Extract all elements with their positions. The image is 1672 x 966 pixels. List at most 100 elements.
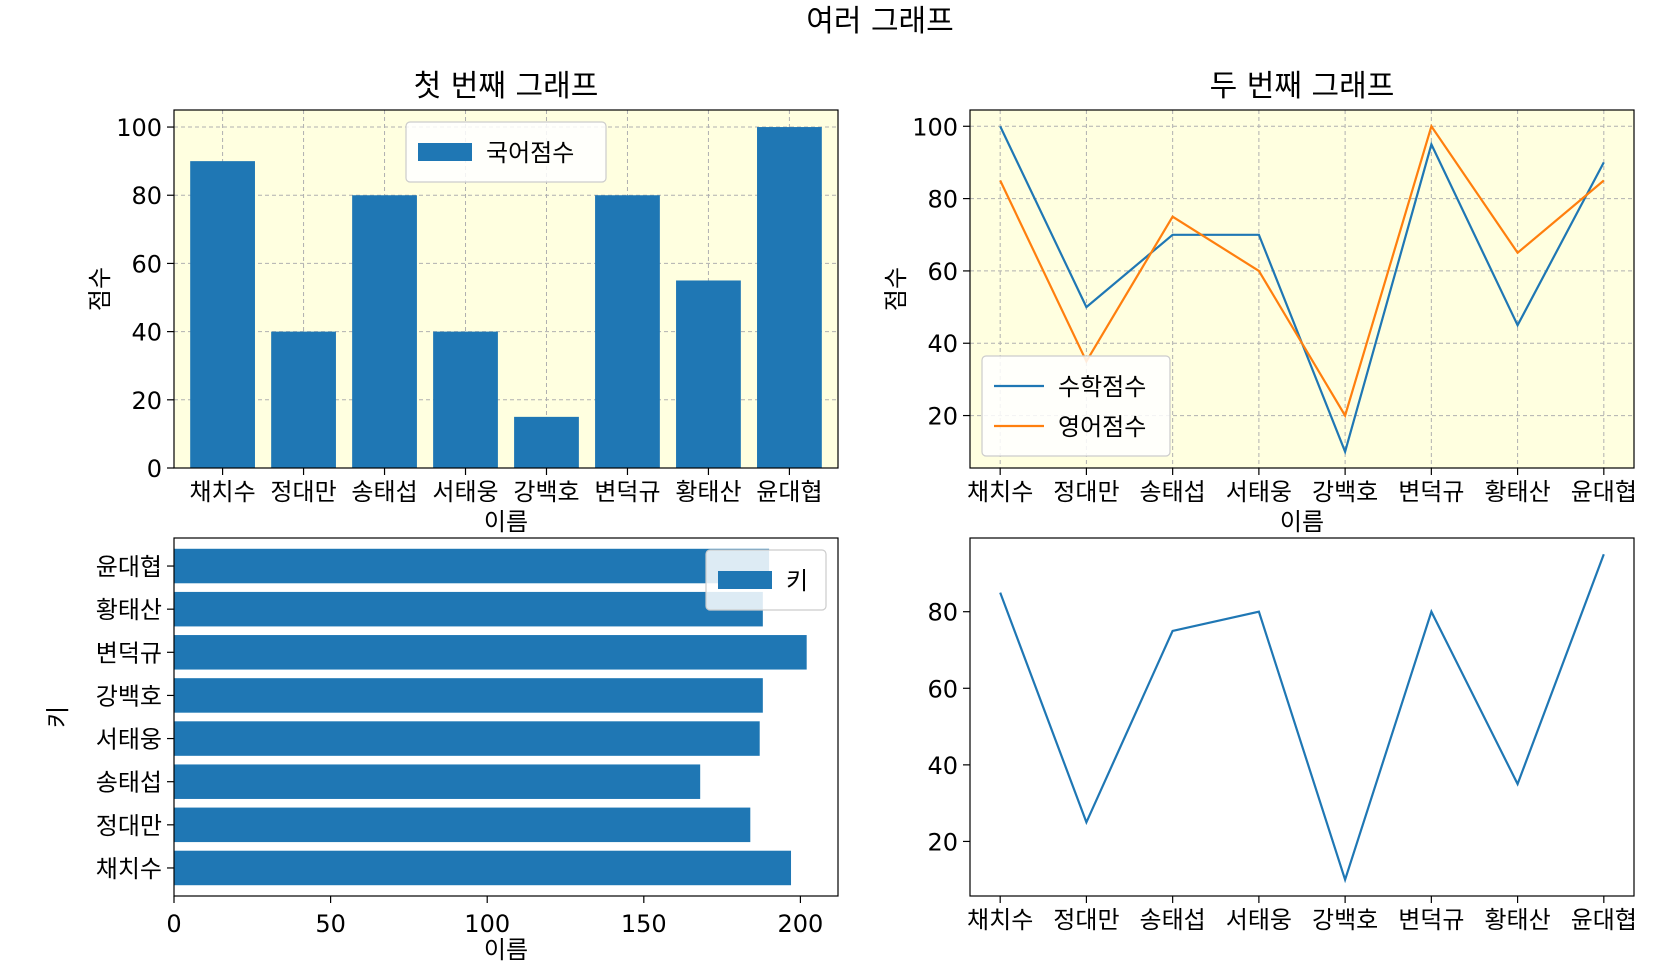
x-axis-label: 이름 <box>484 936 528 964</box>
bar <box>190 161 255 468</box>
x-tick-label: 채치수 <box>189 478 255 506</box>
x-axis-label: 이름 <box>484 508 528 536</box>
y-tick-label: 80 <box>927 599 958 627</box>
y-tick-label: 40 <box>131 319 162 347</box>
x-tick-label: 송태섭 <box>1140 906 1206 934</box>
chart-2: 채치수 정대만 송태섭 서태웅 강백호 변덕규 황태산 윤대협 20 40 60 80 100 두 번째 … <box>882 69 1637 536</box>
bar <box>174 807 751 843</box>
x-tick-label: 윤대협 <box>756 478 822 506</box>
y-tick-label: 20 <box>927 828 958 856</box>
x-tick-label: 황태산 <box>1484 478 1550 506</box>
chart-1: 채치수 정대만 송태섭 서태웅 강백호 변덕규 황태산 윤대협 0 20 40 60 80 100 첫 번째… <box>86 69 839 536</box>
y-tick-label: 40 <box>927 752 958 780</box>
legend-swatch <box>418 143 472 161</box>
bar <box>174 591 763 627</box>
bar <box>174 635 807 670</box>
bar <box>352 195 417 468</box>
x-tick-label: 200 <box>778 910 824 938</box>
y-tick-label: 60 <box>927 675 958 703</box>
legend: 키 <box>705 549 827 611</box>
x-tick-label: 150 <box>621 910 667 938</box>
bar <box>174 764 701 799</box>
x-tick-label: 황태산 <box>675 478 741 506</box>
series-line <box>999 123 1605 419</box>
y-axis-label: 점수 <box>86 267 114 311</box>
y-tick-label: 변덕규 <box>96 639 162 667</box>
legend-label: 키 <box>786 567 808 595</box>
y-tick-label: 100 <box>116 114 162 142</box>
y-tick-label: 60 <box>131 250 162 278</box>
x-tick-label: 강백호 <box>1312 478 1378 506</box>
y-tick-label: 60 <box>927 258 958 286</box>
bar <box>595 195 660 468</box>
axes-frame <box>969 537 1635 897</box>
y-tick-label: 40 <box>927 330 958 358</box>
y-tick-label: 황태산 <box>96 596 162 624</box>
x-tick-label: 송태섭 <box>1140 478 1206 506</box>
x-tick-label: 채치수 <box>967 478 1033 506</box>
bar <box>676 280 741 468</box>
bar <box>174 721 760 756</box>
series-line <box>999 553 1605 884</box>
grid <box>970 110 1634 468</box>
plot-area <box>970 538 1634 896</box>
x-tick-label: 서태웅 <box>432 478 498 506</box>
legend-swatch <box>718 571 772 589</box>
x-tick-label: 강백호 <box>1312 906 1378 934</box>
chart-4: 채치수 정대만 송태섭 서태웅 강백호 변덕규 황태산 윤대협 20 40 60 80 <box>927 537 1637 934</box>
y-axis-label: 점수 <box>882 267 910 311</box>
y-tick-label: 80 <box>927 186 958 214</box>
axes-frame <box>173 109 839 469</box>
x-axis-label: 이름 <box>1280 508 1324 536</box>
bar <box>174 548 770 584</box>
bar <box>174 850 792 886</box>
x-tick-label: 100 <box>464 910 510 938</box>
x-tick-label: 정대만 <box>1053 906 1119 934</box>
y-tick-label: 20 <box>927 403 958 431</box>
legend-label: 국어점수 <box>486 139 574 167</box>
x-tick-label: 변덕규 <box>1398 478 1464 506</box>
chart-title: 두 번째 그래프 <box>1210 69 1395 104</box>
legend-label: 영어점수 <box>1058 413 1146 441</box>
x-tick-label: 서태웅 <box>1226 478 1292 506</box>
x-tick-label: 윤대협 <box>1571 906 1637 934</box>
chart-title: 첫 번째 그래프 <box>414 69 599 104</box>
figure-title: 여러 그래프 <box>806 4 954 39</box>
y-tick-label: 채치수 <box>96 855 162 883</box>
bar <box>757 127 822 469</box>
y-tick-label: 강백호 <box>96 682 162 710</box>
x-tick-label: 정대만 <box>1053 478 1119 506</box>
x-tick-label: 채치수 <box>967 906 1033 934</box>
legend-box <box>981 355 1171 457</box>
bar <box>271 331 336 468</box>
bar <box>174 678 763 713</box>
y-tick-label: 윤대협 <box>96 553 162 581</box>
legend-label: 수학점수 <box>1058 373 1146 401</box>
x-tick-label: 황태산 <box>1484 906 1550 934</box>
y-tick-label: 80 <box>131 182 162 210</box>
y-axis-label: 키 <box>44 706 72 728</box>
x-tick-label: 서태웅 <box>1226 906 1292 934</box>
x-tick-label: 0 <box>166 910 181 938</box>
y-tick-label: 100 <box>912 113 958 141</box>
legend: 국어점수 <box>405 121 607 183</box>
bar <box>433 331 498 468</box>
x-tick-label: 변덕규 <box>1398 906 1464 934</box>
axes-frame <box>969 109 1635 469</box>
x-tick-label: 윤대협 <box>1571 478 1637 506</box>
x-tick-label: 정대만 <box>270 478 336 506</box>
y-tick-label: 정대만 <box>96 812 162 840</box>
y-tick-label: 0 <box>147 455 162 483</box>
x-tick-label: 변덕규 <box>594 478 660 506</box>
x-tick-label: 송태섭 <box>351 478 417 506</box>
bar <box>514 416 579 468</box>
y-tick-label: 송태섭 <box>96 769 162 797</box>
x-tick-label: 50 <box>315 910 346 938</box>
axes-frame <box>173 537 839 897</box>
x-tick-label: 강백호 <box>513 478 579 506</box>
y-tick-label: 20 <box>131 387 162 415</box>
legend-box <box>405 121 607 183</box>
